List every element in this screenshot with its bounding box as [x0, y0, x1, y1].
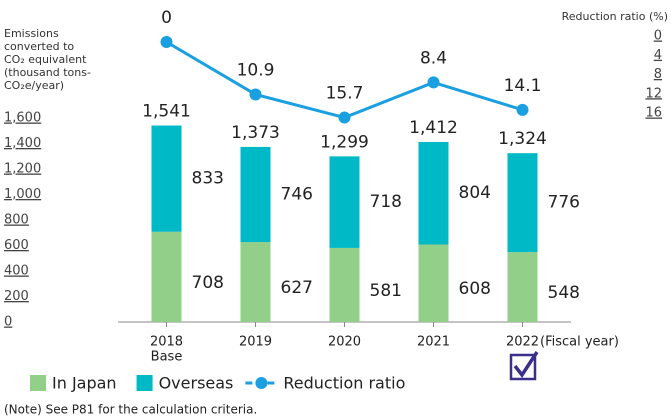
data-label: 10.9 [237, 60, 275, 80]
data-label: 627 [281, 278, 313, 298]
y-tick-label: 800 [4, 213, 29, 228]
data-label: 804 [459, 183, 491, 203]
line-point [516, 103, 529, 116]
y-axis-title: CO₂e/year) [4, 79, 64, 92]
x-tick-label: 2021 [417, 335, 450, 350]
bar-segment [329, 247, 360, 322]
y2-axis-title: Reduction ratio (%) [562, 10, 668, 23]
total-label: 1,324 [498, 129, 547, 149]
x-tick-label: 2018 [150, 335, 183, 350]
data-label: 708 [192, 273, 224, 293]
y-axis-title: converted to [4, 40, 74, 53]
data-label: 581 [370, 281, 402, 301]
data-label: 15.7 [326, 84, 364, 104]
legend-swatch [255, 377, 268, 389]
x-axis-title: (Fiscal year) [540, 335, 619, 350]
y-tick-label: 0 [4, 315, 12, 330]
data-label: 548 [548, 283, 580, 303]
bar-segment [240, 242, 271, 322]
data-label: 608 [459, 279, 491, 299]
y2-tick-label: 0 [654, 29, 662, 44]
y-tick-label: 1,200 [4, 162, 41, 177]
y-tick-label: 1,400 [4, 136, 41, 151]
legend-label: Overseas [159, 374, 234, 393]
legend-label: Reduction ratio [283, 374, 405, 393]
check-icon [509, 351, 539, 381]
line-point [160, 36, 173, 48]
data-label: 8.4 [420, 48, 447, 68]
legend-label: In Japan [52, 374, 117, 393]
y-tick-label: 200 [4, 289, 29, 304]
line [165, 40, 523, 120]
x-tick-label: 2020 [328, 335, 361, 350]
data-label: 718 [370, 192, 402, 212]
bar-segment [151, 125, 182, 232]
x-tick-sublabel: Base [151, 350, 183, 365]
y-tick-label: 400 [4, 264, 29, 279]
total-label: 1,541 [142, 102, 191, 122]
y-tick-label: 600 [4, 238, 29, 253]
line-point [338, 111, 351, 124]
bar-segment [507, 252, 538, 322]
x-tick-label: 2019 [239, 335, 272, 350]
bar-segment [151, 231, 182, 322]
y-axis-title: CO₂ equivalent [4, 53, 87, 66]
y-axis-title: (thousand tons- [4, 66, 91, 79]
x-tick-label: 2022 [506, 335, 539, 350]
y2-tick-label: 12 [645, 86, 662, 101]
legend-swatch [30, 375, 46, 391]
bar-segment [418, 244, 449, 322]
data-label: 776 [548, 193, 580, 213]
bar-segment [418, 141, 449, 245]
bar-segment [240, 146, 271, 243]
bar-segment [507, 153, 538, 253]
y2-tick-label: 8 [654, 67, 662, 82]
data-label: 14.1 [504, 76, 542, 96]
y-tick-label: 1,600 [4, 111, 41, 126]
bar-segment [329, 156, 360, 248]
total-label: 1,299 [320, 132, 369, 152]
line-point [249, 88, 262, 101]
note: (Note) See P81 for the calculation crite… [4, 403, 257, 417]
data-label: 746 [281, 185, 313, 205]
data-label: 0 [161, 8, 172, 28]
y-axis-title: Emissions [4, 27, 59, 40]
y2-tick-label: 16 [645, 106, 662, 121]
data-label: 833 [192, 169, 224, 189]
y2-tick-label: 4 [654, 48, 662, 63]
total-label: 1,373 [231, 123, 280, 143]
legend-swatch [136, 375, 153, 391]
line-point [427, 76, 440, 89]
total-label: 1,412 [409, 118, 458, 138]
y-tick-label: 1,000 [4, 187, 41, 202]
